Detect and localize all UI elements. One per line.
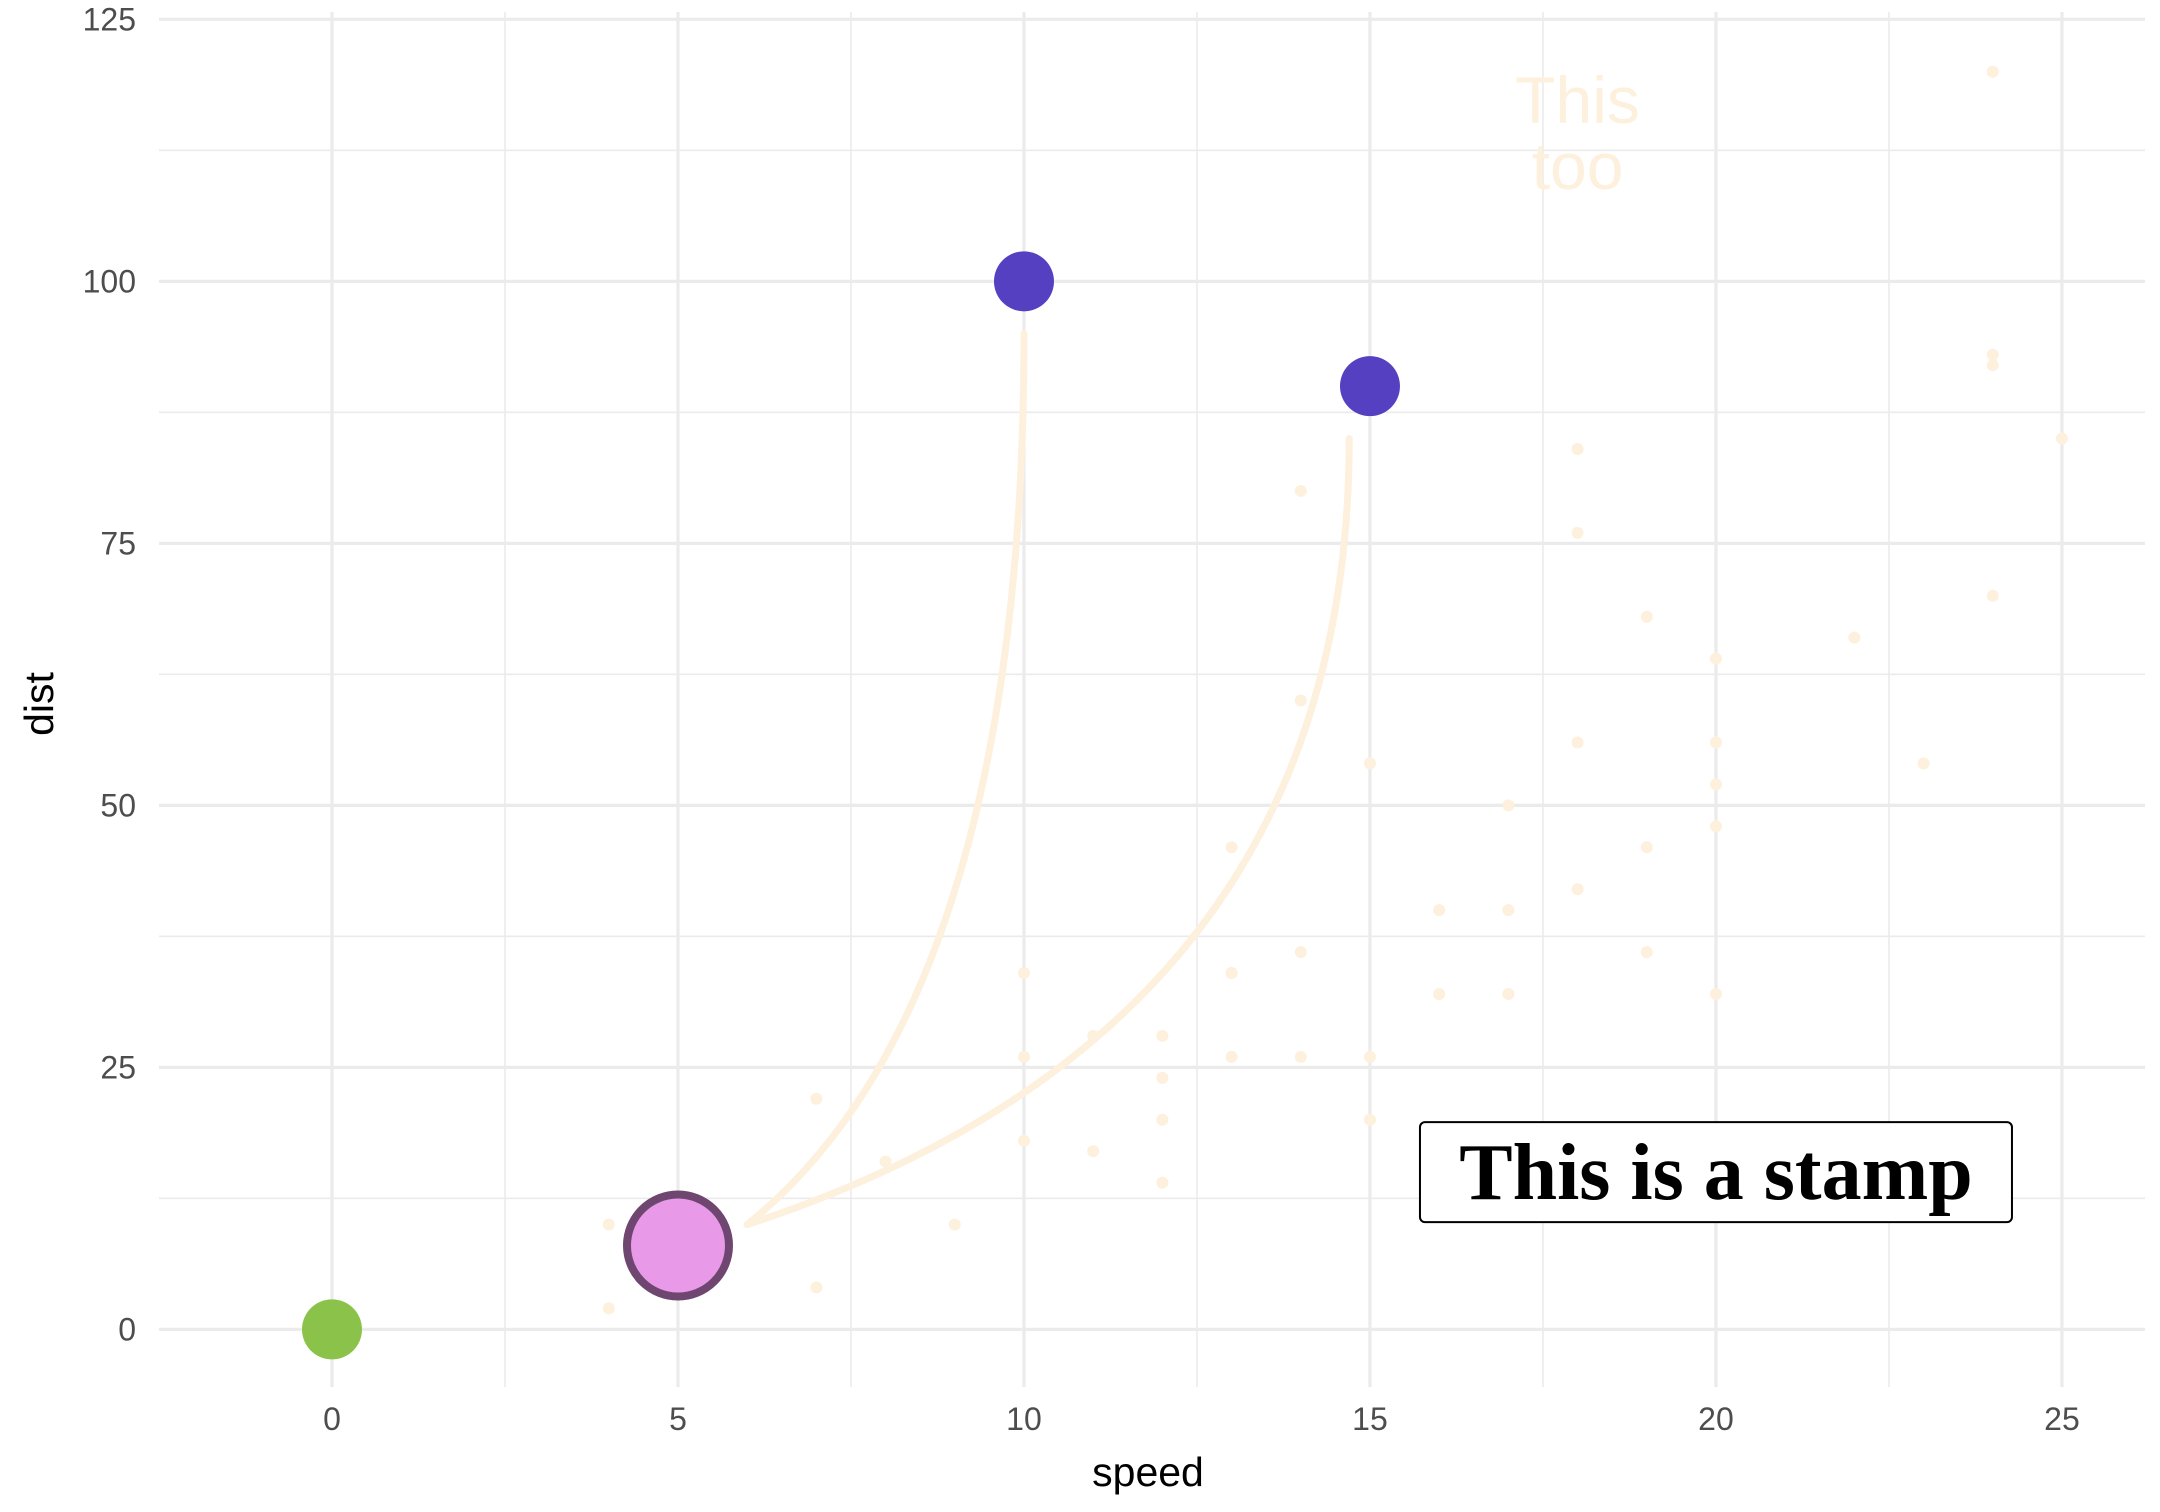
data-point <box>1156 1071 1169 1084</box>
data-point <box>1640 946 1653 959</box>
note-label-line: too <box>1532 129 1624 203</box>
curved-arrow <box>743 330 1028 1229</box>
annotations: This too This is a stamp <box>1418 63 2013 1224</box>
data-point <box>1986 359 1999 372</box>
data-point <box>602 1218 615 1231</box>
data-point <box>1709 820 1722 833</box>
y-tick-label: 75 <box>100 525 136 561</box>
data-point <box>810 1281 823 1294</box>
data-point <box>1502 904 1515 917</box>
y-tick-label: 50 <box>100 787 136 823</box>
grid <box>159 12 2145 1387</box>
data-point <box>1294 946 1307 959</box>
data-point <box>810 1092 823 1105</box>
data-point <box>1709 736 1722 749</box>
data-point <box>1986 348 1999 361</box>
x-tick-label: 0 <box>323 1401 341 1437</box>
data-point <box>1294 694 1307 707</box>
data-point <box>1571 883 1584 896</box>
data-point <box>1433 987 1446 1000</box>
data-point <box>1017 967 1030 980</box>
stamp-label: This is a stamp <box>1459 1129 1972 1217</box>
y-tick-label: 125 <box>83 1 136 37</box>
data-point <box>1225 967 1238 980</box>
data-point <box>1363 1113 1376 1126</box>
x-axis-title: speed <box>1092 1449 1204 1495</box>
data-point <box>1571 736 1584 749</box>
data-point <box>1709 652 1722 665</box>
arrows <box>743 330 1353 1229</box>
x-axis-ticks: 0 5 10 15 20 25 <box>323 1401 2080 1437</box>
data-point <box>1363 1050 1376 1063</box>
y-axis-ticks: 0 25 50 75 100 125 <box>83 1 136 1347</box>
y-tick-label: 100 <box>83 263 136 299</box>
y-tick-label: 25 <box>100 1049 136 1085</box>
data-point <box>1709 778 1722 791</box>
note-label-line: This <box>1515 63 1640 137</box>
curved-arrow <box>743 435 1353 1229</box>
note-label: This too <box>1515 63 1640 203</box>
target-point <box>993 251 1054 312</box>
highlighted-points <box>301 251 1400 1360</box>
data-point <box>1017 1134 1030 1147</box>
x-tick-label: 5 <box>669 1401 687 1437</box>
x-tick-label: 15 <box>1352 1401 1388 1437</box>
data-point <box>1986 589 1999 602</box>
data-point <box>1225 1050 1238 1063</box>
data-point <box>1156 1029 1169 1042</box>
data-point <box>1363 757 1376 770</box>
x-tick-label: 25 <box>2044 1401 2080 1437</box>
y-axis-title: dist <box>16 671 62 735</box>
data-point <box>1640 841 1653 854</box>
data-point <box>1502 799 1515 812</box>
data-point <box>1571 443 1584 456</box>
data-point <box>1640 610 1653 623</box>
highlighted-point <box>622 1190 733 1301</box>
target-point <box>1339 356 1400 417</box>
data-point <box>1848 631 1861 644</box>
data-point <box>1433 904 1446 917</box>
data-point <box>1502 987 1515 1000</box>
data-point <box>1917 757 1930 770</box>
data-point <box>879 1155 892 1168</box>
data-point <box>1986 65 1999 78</box>
data-point <box>602 1302 615 1315</box>
data-point <box>1294 1050 1307 1063</box>
data-point <box>1225 841 1238 854</box>
x-tick-label: 10 <box>1006 1401 1042 1437</box>
data-point <box>1709 987 1722 1000</box>
data-point <box>1087 1145 1100 1158</box>
data-point <box>948 1218 961 1231</box>
data-point <box>1017 1050 1030 1063</box>
x-tick-label: 20 <box>1698 1401 1734 1437</box>
data-point <box>1571 526 1584 539</box>
data-point <box>1156 1176 1169 1189</box>
origin-point <box>301 1299 362 1360</box>
data-point <box>2055 432 2068 445</box>
data-point <box>1156 1113 1169 1126</box>
data-point <box>1294 484 1307 497</box>
y-tick-label: 0 <box>118 1311 136 1347</box>
stamp-box <box>1418 1121 2013 1224</box>
